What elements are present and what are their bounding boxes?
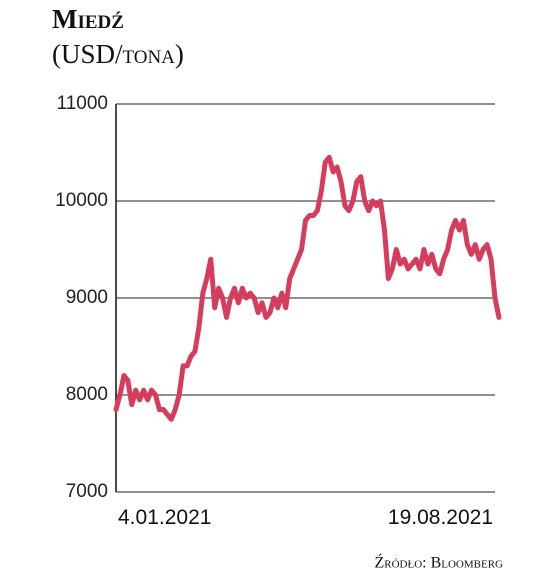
chart-title: Miedź: [52, 4, 124, 34]
y-tick-label: 7000: [66, 481, 108, 502]
y-tick-label: 8000: [66, 384, 108, 405]
source: Źródło: Bloomberg: [374, 553, 503, 572]
y-tick-label: 10000: [55, 190, 108, 211]
x-tick-label: 19.08.2021: [388, 506, 493, 529]
line-series: [113, 154, 502, 422]
chart-subtitle: (USD/tona): [52, 39, 184, 69]
y-tick-label: 11000: [57, 93, 108, 114]
x-tick-label: 4.01.2021: [118, 506, 211, 529]
y-tick-label: 9000: [66, 287, 108, 308]
